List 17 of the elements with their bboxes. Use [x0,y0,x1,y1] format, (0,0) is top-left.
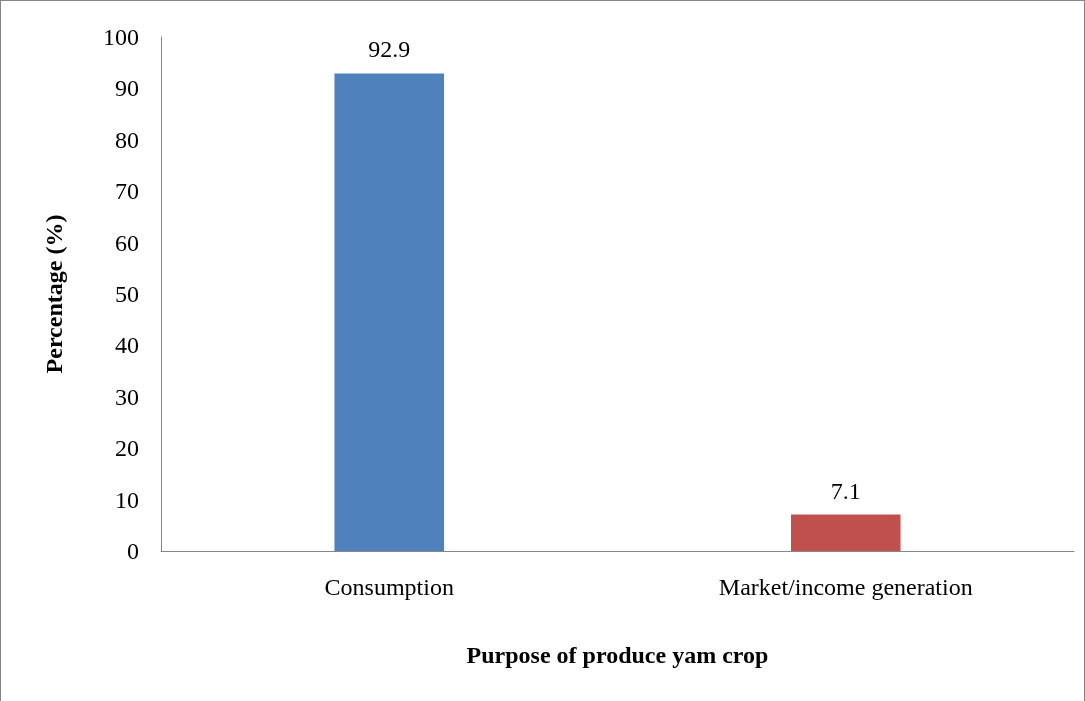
y-tick-label: 10 [115,486,139,513]
x-axis-title: Purpose of produce yam crop [466,642,769,668]
x-tick-label: Market/income generation [718,574,973,600]
y-tick-label: 90 [115,75,139,102]
y-tick-label: 100 [103,24,139,50]
y-tick-label: 70 [115,178,139,205]
y-tick-label: 30 [115,383,139,410]
y-tick-label: 20 [115,435,139,462]
y-tick-label: 60 [115,229,139,256]
x-tick-label: Consumption [324,574,454,600]
data-label: 92.9 [368,36,411,63]
y-axis-title: Percentage (%) [41,214,67,374]
y-tick-label: 40 [115,332,139,359]
y-tick-label: 50 [115,281,139,307]
y-tick-label: 0 [127,538,139,564]
y-tick-label: 80 [115,126,139,153]
data-label: 7.1 [830,477,861,504]
